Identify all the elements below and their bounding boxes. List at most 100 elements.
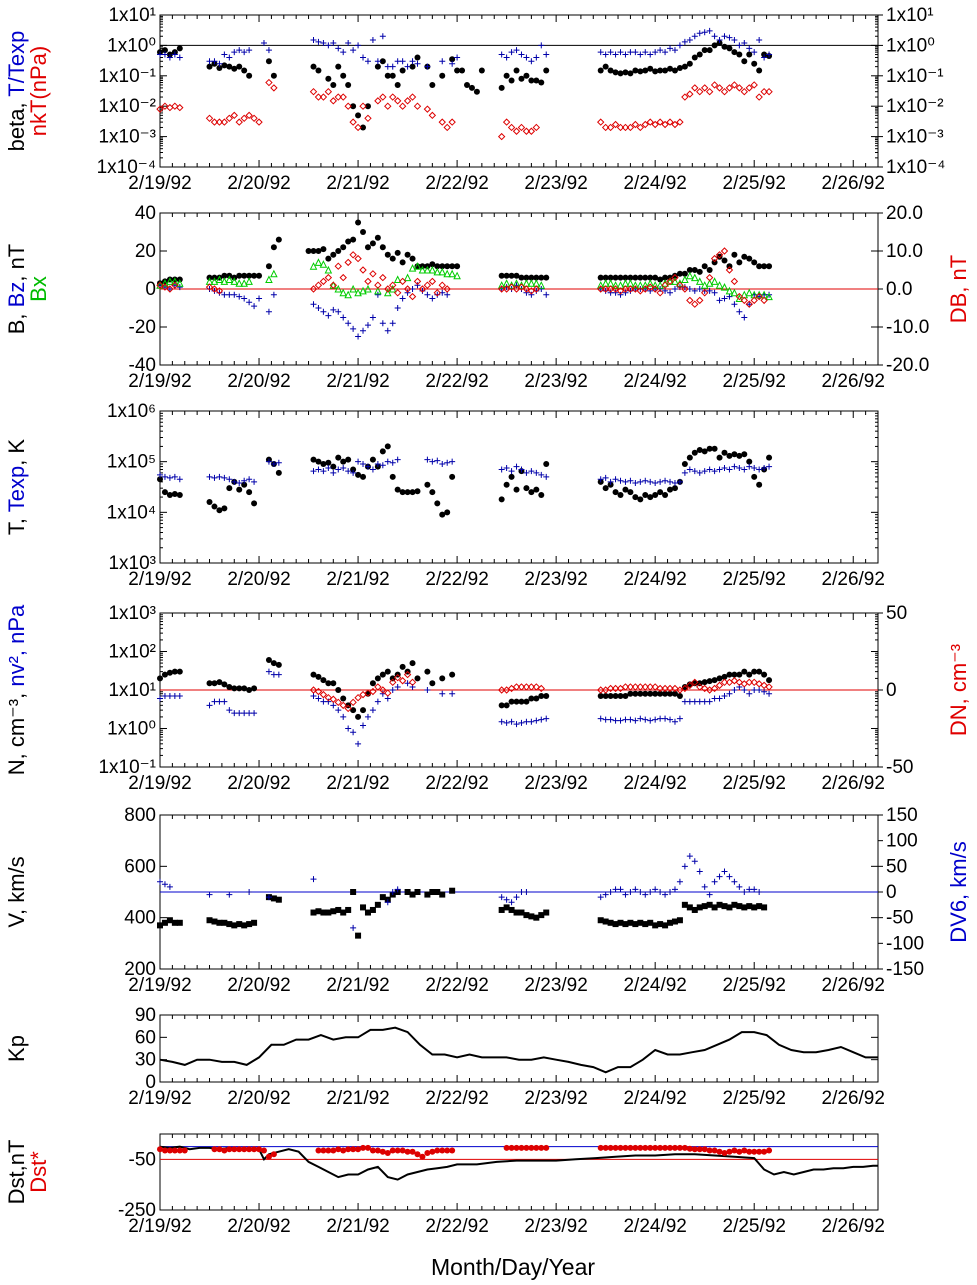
data-point [171, 51, 178, 58]
data-point [216, 507, 223, 514]
data-point [231, 1146, 238, 1153]
data-point [523, 485, 530, 492]
data-point [617, 477, 624, 484]
data-point [211, 680, 218, 687]
data-point [389, 459, 396, 466]
data-point [166, 285, 174, 293]
y-tick-label-left: 400 [124, 908, 156, 929]
data-point [428, 111, 437, 120]
data-point [176, 491, 183, 498]
y-tick-label-right: 0 [886, 882, 897, 903]
data-point [537, 281, 546, 289]
data-point [657, 489, 664, 496]
data-point [424, 1150, 431, 1156]
data-point [622, 692, 629, 699]
data-point [176, 45, 183, 52]
data-point [429, 458, 436, 465]
data-point [448, 118, 456, 126]
data-point [523, 912, 530, 919]
data-point [701, 448, 708, 455]
data-point [503, 904, 510, 911]
data-point [414, 282, 421, 289]
data-point [766, 263, 773, 270]
data-point [161, 279, 169, 287]
data-point [543, 51, 550, 58]
data-point [379, 273, 387, 282]
data-point [666, 684, 674, 693]
data-point [384, 443, 391, 450]
data-point [642, 1144, 649, 1151]
data-point [389, 687, 396, 693]
data-point [433, 267, 442, 276]
data-point [691, 858, 698, 865]
data-point [756, 67, 763, 74]
data-point [161, 671, 168, 678]
data-point [393, 97, 402, 105]
data-point [766, 454, 773, 461]
x-tick-label: 2/23/92 [524, 173, 587, 194]
data-point [374, 460, 381, 467]
y-label-part: nv², nPa [4, 604, 29, 687]
y-tick-label-left: -40 [129, 355, 156, 376]
data-point [721, 449, 728, 456]
data-point [265, 263, 272, 270]
data-point [602, 51, 609, 58]
data-point [379, 462, 386, 469]
series-bx [156, 258, 773, 302]
y-tick-label-left: 30 [135, 1050, 156, 1071]
x-tick-label: 2/20/92 [227, 975, 290, 996]
data-point [513, 894, 520, 901]
data-point [612, 1144, 619, 1151]
data-point [449, 887, 456, 894]
data-point [330, 251, 337, 258]
data-point [691, 33, 698, 40]
data-point [746, 301, 753, 308]
x-axis-title: Month/Day/Year [431, 1254, 595, 1280]
data-point [637, 1144, 644, 1151]
panel-4: 2/19/92 2/20/92 2/21/92 2/22/92 2/23/92 2/24/… [4, 603, 971, 794]
data-point [508, 899, 515, 906]
data-point [602, 1144, 609, 1151]
data-point [662, 274, 669, 281]
data-point [176, 668, 183, 675]
data-point [413, 262, 422, 270]
data-point [246, 687, 253, 693]
data-point [726, 452, 733, 459]
data-point [715, 681, 724, 690]
data-point [315, 1147, 322, 1154]
data-point [518, 274, 525, 281]
data-point [751, 49, 758, 56]
data-point [508, 77, 515, 84]
data-point [700, 684, 709, 693]
data-point [696, 87, 704, 96]
data-point [617, 1144, 624, 1151]
data-point [641, 285, 649, 293]
data-point [651, 683, 659, 691]
data-point [374, 97, 382, 105]
data-point [428, 265, 437, 274]
data-point [161, 102, 169, 110]
data-point [329, 281, 338, 289]
y-label-part: T/Texp [4, 31, 29, 97]
data-point [270, 660, 277, 667]
data-point [716, 1148, 723, 1155]
data-point [617, 692, 624, 699]
data-point [765, 87, 773, 96]
data-point [398, 677, 407, 685]
panel-2: 2/19/92 2/20/92 2/21/92 2/22/92 2/23/92 2/24/… [4, 203, 971, 392]
data-point [394, 486, 401, 493]
data-point [671, 47, 678, 54]
data-point [666, 118, 674, 126]
data-point [330, 680, 337, 687]
data-point [309, 285, 318, 293]
data-point [359, 102, 367, 110]
y-label-part: Bx [26, 276, 51, 302]
data-point [503, 702, 510, 709]
x-tick-label: 2/19/92 [128, 1216, 191, 1237]
data-point [691, 680, 698, 687]
data-point [246, 489, 253, 496]
data-point [661, 120, 669, 129]
data-point [710, 684, 719, 693]
data-point [632, 1144, 639, 1151]
data-point [607, 1144, 614, 1151]
